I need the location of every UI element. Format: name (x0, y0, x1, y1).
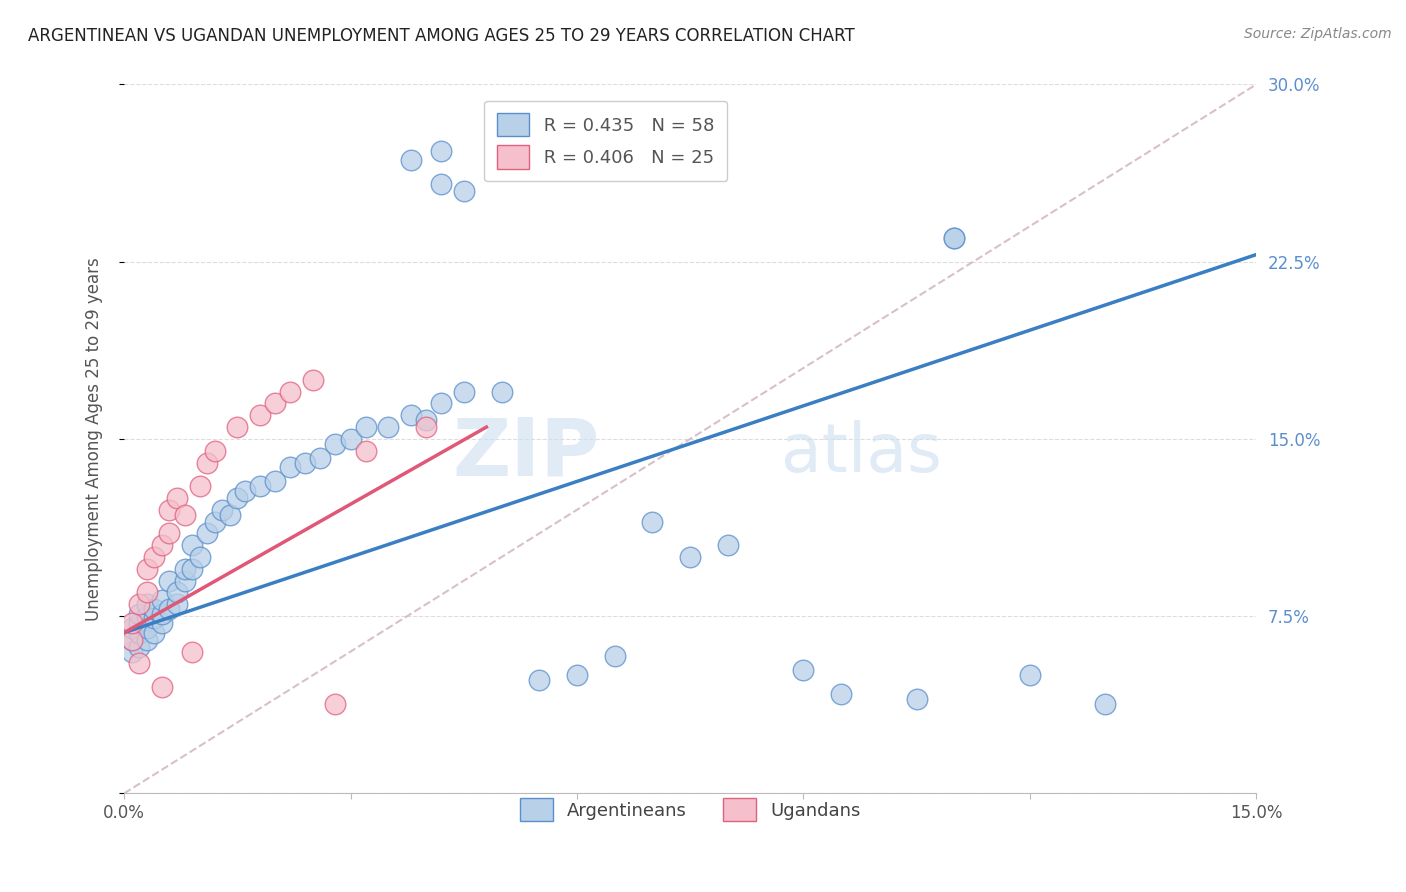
Point (325, 436, 347, 450)
Point (278, 460, 301, 475)
Legend: Argentineans, Ugandans: Argentineans, Ugandans (508, 786, 873, 834)
Text: Source: ZipAtlas.com: Source: ZipAtlas.com (1244, 27, 1392, 41)
Point (717, 538, 740, 552)
Point (157, 602, 180, 616)
Point (143, 625, 166, 640)
Point (150, 680, 173, 694)
Point (157, 574, 180, 588)
Point (294, 456, 316, 470)
Point (399, 153, 422, 167)
Point (226, 491, 249, 505)
Point (603, 649, 626, 664)
Point (181, 644, 204, 658)
Point (430, 144, 453, 158)
Point (565, 668, 588, 682)
Point (166, 585, 188, 599)
Point (204, 515, 226, 529)
Point (218, 508, 240, 522)
Point (430, 396, 453, 410)
Point (121, 644, 143, 658)
Point (188, 549, 211, 564)
Point (195, 456, 218, 470)
Point (173, 574, 195, 588)
Point (128, 616, 150, 631)
Point (679, 549, 702, 564)
Point (166, 597, 188, 611)
Point (135, 632, 157, 647)
Point (453, 384, 475, 399)
Point (354, 443, 377, 458)
Point (339, 432, 361, 446)
Point (135, 562, 157, 576)
Point (188, 479, 211, 493)
Text: atlas: atlas (780, 420, 942, 486)
Point (309, 450, 332, 465)
Point (377, 420, 399, 434)
Point (430, 177, 453, 191)
Point (325, 697, 347, 711)
Point (150, 538, 173, 552)
Point (150, 607, 173, 621)
Point (121, 621, 143, 635)
Point (641, 515, 664, 529)
Point (143, 549, 166, 564)
Point (204, 443, 226, 458)
Point (264, 396, 287, 410)
Point (264, 475, 287, 489)
Point (181, 562, 204, 576)
Point (143, 611, 166, 625)
Point (830, 687, 852, 701)
Point (1094, 697, 1116, 711)
Point (1018, 668, 1040, 682)
Point (157, 503, 180, 517)
Y-axis label: Unemployment Among Ages 25 to 29 years: Unemployment Among Ages 25 to 29 years (86, 257, 103, 621)
Point (173, 562, 195, 576)
Point (135, 597, 157, 611)
Point (399, 409, 422, 423)
Point (121, 632, 143, 647)
Point (415, 413, 437, 427)
Text: ZIP: ZIP (453, 414, 599, 492)
Point (135, 585, 157, 599)
Point (233, 483, 256, 498)
Point (943, 231, 966, 245)
Point (905, 691, 928, 706)
Point (181, 538, 204, 552)
Point (157, 526, 180, 541)
Point (529, 673, 551, 687)
Point (354, 420, 377, 434)
Point (278, 384, 301, 399)
Point (121, 616, 143, 631)
Point (249, 409, 271, 423)
Point (128, 597, 150, 611)
Point (128, 625, 150, 640)
Point (166, 491, 188, 505)
Point (135, 609, 157, 624)
Point (491, 384, 513, 399)
Point (143, 602, 166, 616)
Point (211, 503, 233, 517)
Point (453, 184, 475, 198)
Point (943, 231, 966, 245)
Point (128, 657, 150, 671)
Point (415, 420, 437, 434)
Point (249, 479, 271, 493)
Point (226, 420, 249, 434)
Point (173, 508, 195, 522)
Point (301, 373, 323, 387)
Point (128, 607, 150, 621)
Text: ARGENTINEAN VS UGANDAN UNEMPLOYMENT AMONG AGES 25 TO 29 YEARS CORRELATION CHART: ARGENTINEAN VS UGANDAN UNEMPLOYMENT AMON… (28, 27, 855, 45)
Point (135, 621, 157, 635)
Point (792, 664, 814, 678)
Point (195, 526, 218, 541)
Point (150, 592, 173, 607)
Point (128, 640, 150, 654)
Point (121, 632, 143, 647)
Point (150, 616, 173, 631)
